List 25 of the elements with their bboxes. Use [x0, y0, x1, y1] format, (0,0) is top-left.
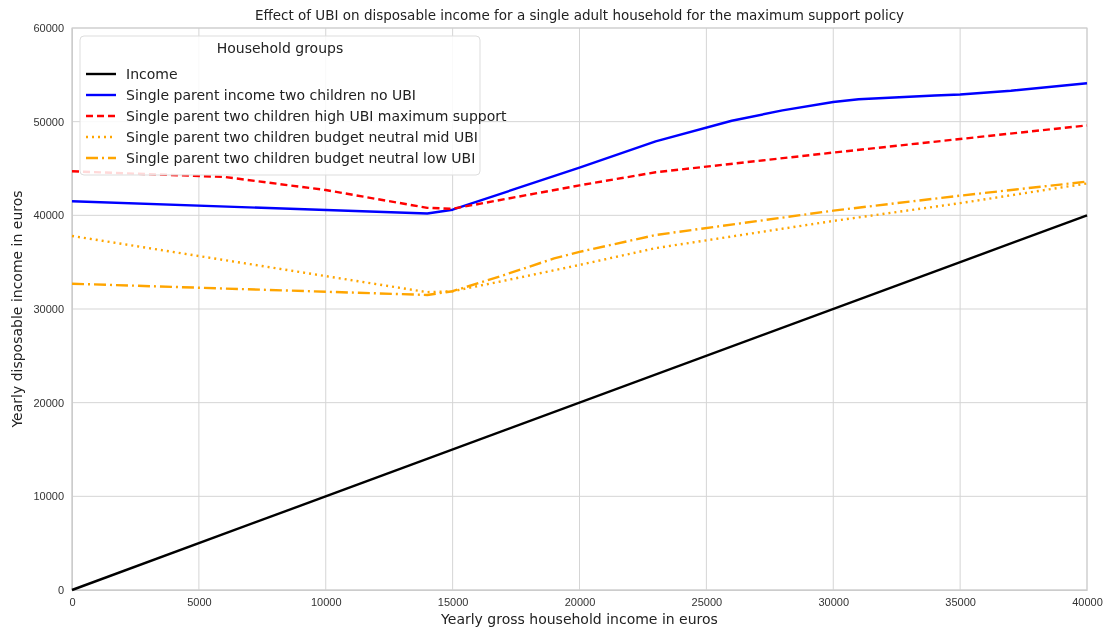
- x-tick-label: 30000: [818, 595, 850, 608]
- legend-label: Single parent two children budget neutral mid UBI: [126, 129, 478, 145]
- x-tick-label: 25000: [691, 595, 723, 608]
- legend-label: Single parent income two children no UBI: [126, 87, 417, 103]
- x-tick-label: 10000: [310, 595, 342, 608]
- x-tick-label: 15000: [437, 595, 469, 608]
- y-tick-label: 10000: [33, 490, 64, 503]
- x-tick-label: 35000: [945, 595, 976, 608]
- y-tick-label: 20000: [33, 396, 64, 409]
- x-tick-label: 5000: [187, 595, 212, 608]
- legend-label: Income: [126, 66, 178, 82]
- chart-title: Effect of UBI on disposable income for a single adult household for the maximum support policy: [254, 7, 905, 23]
- legend-label: Single parent two children budget neutral low UBI: [126, 150, 476, 166]
- x-tick-label: 0: [69, 595, 76, 608]
- y-tick-label: 40000: [33, 209, 64, 222]
- y-axis-title: Yearly disposable income in euros: [9, 190, 25, 429]
- y-tick-label: 60000: [33, 22, 64, 35]
- x-axis-title: Yearly gross household income in euros: [440, 611, 718, 627]
- x-tick-label: 20000: [564, 595, 596, 608]
- y-tick-label: 50000: [33, 115, 64, 128]
- y-tick-label: 30000: [33, 303, 64, 316]
- legend-label: Single parent two children high UBI maximum support: [126, 108, 508, 124]
- x-tick-label: 40000: [1072, 595, 1103, 608]
- y-tick-label: 0: [57, 584, 64, 597]
- legend-title: Household groups: [216, 40, 344, 56]
